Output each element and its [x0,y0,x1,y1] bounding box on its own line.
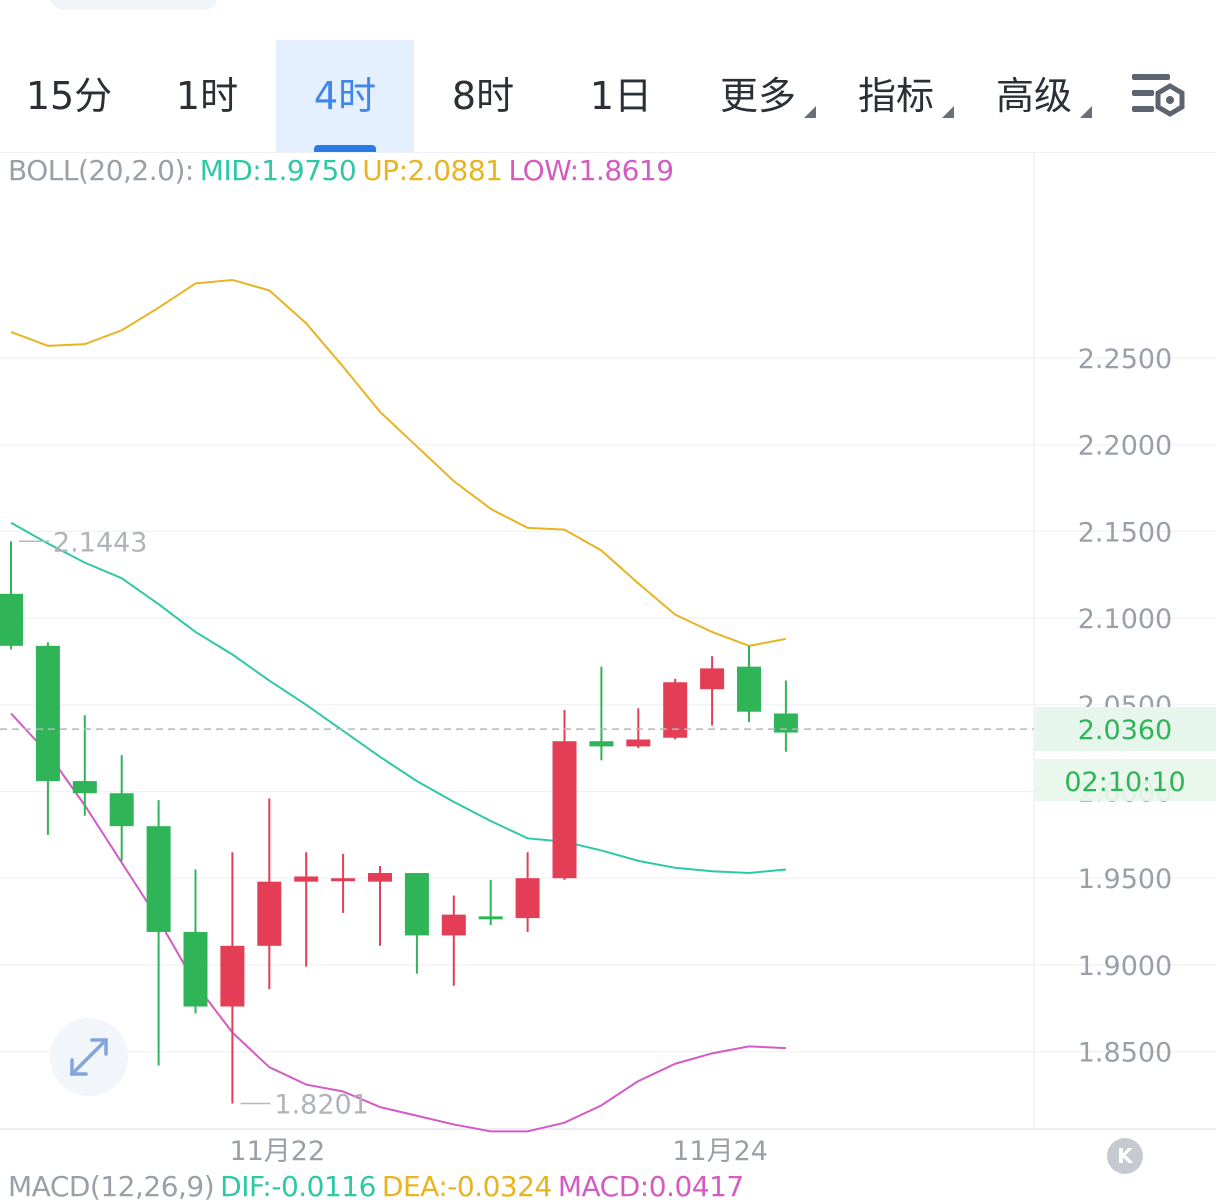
macd-dif-value: DIF:-0.0116 [220,1170,376,1203]
min-marker-label: 1.8201 [274,1089,368,1120]
y-tick-label: 2.1000 [1078,604,1172,635]
candle-body [0,593,23,646]
y-tick-label: 2.2000 [1078,431,1172,462]
boll-low-value: LOW:1.8619 [508,154,674,187]
tab-label: 15分 [25,74,113,118]
x-tick-label: 11月22 [229,1136,325,1167]
macd-dea-value: DEA:-0.0324 [381,1170,552,1203]
y-tick-label: 2.2500 [1078,344,1172,375]
candle-body [331,878,356,882]
tab-15m[interactable]: 15分 [0,40,138,152]
k-button-label: K [1117,1144,1133,1168]
candle-body [700,668,725,690]
boll-mid-value: MID:1.9750 [199,154,357,187]
macd-legend: MACD(12,26,9) DIF:-0.0116 DEA:-0.0324 MACD:… [8,1170,750,1203]
candle-body [589,741,614,747]
tab-label: 更多 [720,74,797,118]
countdown-label: 02:10:10 [1064,767,1185,798]
candle-body [294,876,319,882]
tab-1h[interactable]: 1时 [138,40,276,152]
boll-legend: BOLL(20,2.0): MID:1.9750 UP:2.0881 LOW:1.86… [8,154,680,187]
top-pill [50,0,218,10]
dropdown-triangle-icon [942,106,954,118]
chart-settings-icon[interactable] [1130,72,1188,122]
candle-body [220,945,245,1007]
candle-body [183,931,208,1007]
last-price-label: 2.0360 [1078,715,1172,746]
boll-mid-line [10,521,786,875]
candle-body [368,872,392,882]
tab-label: 4时 [313,74,377,118]
countdown-badge [1035,759,1216,802]
y-tick-label: 1.8500 [1078,1038,1172,1069]
tab-label: 高级 [996,74,1073,118]
boll-low-line [10,712,786,1133]
y-tick-label: 2.1500 [1078,517,1172,548]
boll-prefix: BOLL(20,2.0): [8,154,194,187]
candle-body [773,713,798,733]
candle-body [257,881,282,946]
candle-body [146,826,171,932]
timeframe-tabs: 15分 1时 4时 8时 1日 更多 指标 高级 [0,40,1216,153]
boll-up-line [10,278,787,647]
dropdown-triangle-icon [1080,106,1092,118]
y-tick-label: 1.9000 [1078,951,1172,982]
expand-icon[interactable] [50,1018,128,1096]
tab-label: 1时 [175,74,239,118]
candle-body [515,878,540,919]
macd-macd-value: MACD:0.0417 [557,1170,744,1203]
candle-body [72,781,97,794]
candle-body [626,739,651,747]
candle-body [35,645,60,782]
tab-1d[interactable]: 1日 [552,40,690,152]
candle-body [552,741,577,879]
candlestick-chart[interactable]: 2.25002.20002.15002.10002.05002.00001.95… [0,152,1216,1170]
last-price-badge [1035,707,1216,752]
tab-advanced[interactable]: 高级 [996,40,1106,152]
candle-body [737,666,761,712]
macd-prefix: MACD(12,26,9) [8,1170,215,1203]
tab-label: 1日 [589,74,653,118]
candle-body [404,872,429,936]
max-marker-label: 2.1443 [53,527,147,558]
candle-body [109,793,134,827]
x-tick-label: 11月24 [672,1136,768,1167]
boll-up-value: UP:2.0881 [362,154,503,187]
tab-indicators[interactable]: 指标 [858,40,968,152]
k-line-icon[interactable]: K [1107,1138,1143,1174]
tab-more[interactable]: 更多 [720,40,830,152]
active-tab-indicator [314,145,376,152]
tab-4h[interactable]: 4时 [276,40,414,152]
tab-8h[interactable]: 8时 [414,40,552,152]
y-tick-label: 1.9500 [1078,864,1172,895]
tab-label: 指标 [858,74,935,118]
tab-label: 8时 [451,74,515,118]
candle-body [478,916,503,920]
candle-body [441,914,466,936]
dropdown-triangle-icon [804,106,816,118]
